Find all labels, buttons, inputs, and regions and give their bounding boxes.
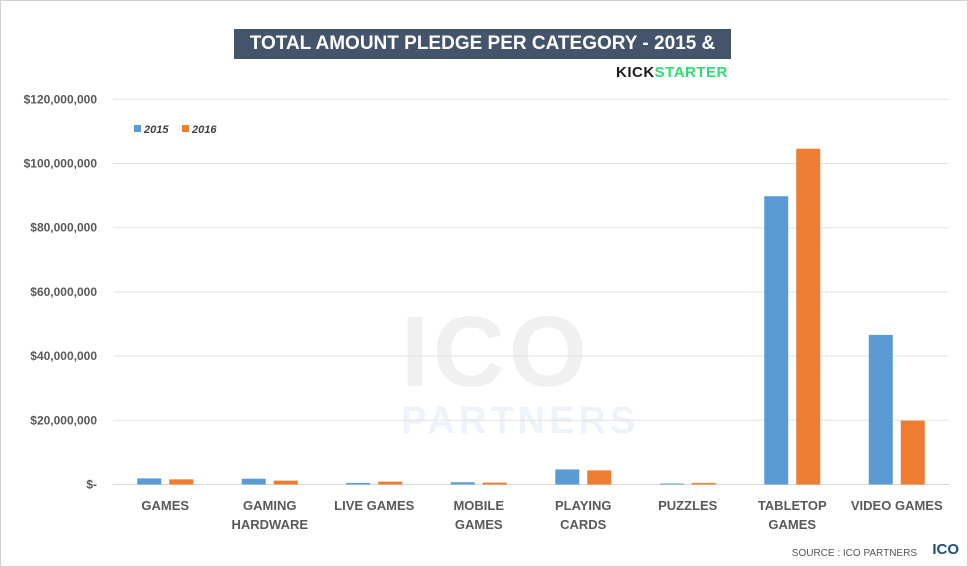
bar-2016: [691, 482, 716, 485]
bar-2015: [137, 478, 162, 485]
legend-swatch: [182, 125, 189, 132]
category-label: GAMES: [141, 498, 189, 513]
y-tick-label: $120,000,000: [24, 92, 98, 106]
category-label: GAMES: [455, 517, 503, 532]
bar-2015: [241, 478, 266, 485]
bar-2016: [273, 480, 298, 485]
y-tick-label: $80,000,000: [30, 221, 97, 235]
y-tick-label: $60,000,000: [30, 285, 97, 299]
category-label: LIVE GAMES: [334, 498, 415, 513]
kickstarter-logo: KICKSTARTER: [616, 64, 728, 81]
legend-label: 2016: [191, 124, 217, 136]
bar-2016: [169, 479, 194, 485]
y-tick-label: $-: [86, 478, 97, 492]
y-tick-label: $20,000,000: [30, 413, 97, 427]
category-label: TABLETOP: [758, 498, 827, 513]
bar-2015: [450, 482, 475, 485]
category-label: VIDEO GAMES: [851, 498, 943, 513]
legend-swatch: [134, 125, 141, 132]
category-label: GAMING: [243, 498, 296, 513]
bar-2016: [378, 481, 403, 485]
bar-2016: [796, 148, 821, 485]
bar-2015: [764, 196, 789, 485]
category-label: PUZZLES: [658, 498, 718, 513]
bar-2015: [868, 334, 893, 485]
y-tick-label: $40,000,000: [30, 349, 97, 363]
bar-2016: [587, 470, 612, 485]
category-label: MOBILE: [453, 498, 504, 513]
bar-2015: [659, 483, 684, 485]
bar-2015: [555, 469, 580, 485]
category-label: GAMES: [768, 517, 816, 532]
bar-2016: [482, 482, 507, 485]
bar-2016: [900, 420, 925, 485]
ico-logo: ICO: [932, 541, 959, 558]
y-tick-label: $100,000,000: [24, 157, 98, 171]
legend-label: 2015: [143, 124, 169, 136]
watermark-partners: PARTNERS: [401, 400, 640, 442]
category-label: CARDS: [560, 517, 607, 532]
bar-2015: [346, 482, 371, 485]
source-note: SOURCE : ICO PARTNERS: [791, 548, 917, 559]
category-label: PLAYING: [555, 498, 612, 513]
category-label: HARDWARE: [231, 517, 308, 532]
watermark-ico: ICO: [401, 304, 591, 400]
chart-title: TOTAL AMOUNT PLEDGE PER CATEGORY - 2015 …: [234, 29, 731, 84]
